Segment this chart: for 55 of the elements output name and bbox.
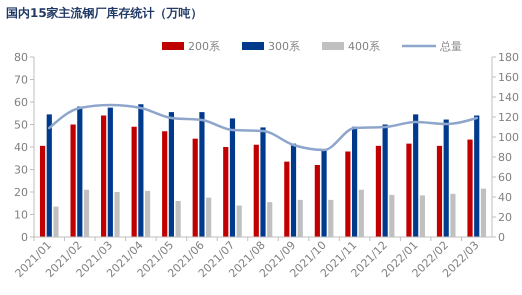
bar: [382, 124, 388, 237]
bar: [138, 104, 144, 237]
y2-tick-label: 120: [498, 110, 519, 124]
bar: [444, 120, 449, 237]
y2-tick-label: 20: [498, 210, 512, 224]
bar: [406, 144, 412, 237]
y-tick-label: 30: [14, 163, 28, 176]
y2-tick-label: 160: [498, 70, 519, 84]
bar: [101, 116, 106, 237]
bar: [376, 146, 382, 237]
bar: [223, 147, 228, 237]
bar: [46, 114, 52, 237]
bar: [436, 146, 442, 237]
bar: [345, 152, 350, 237]
bar: [40, 146, 46, 237]
y-tick-label: 10: [14, 208, 28, 222]
y-tick-label: 60: [14, 96, 28, 109]
bar: [474, 116, 480, 237]
bar: [162, 131, 168, 237]
bar: [168, 112, 174, 237]
bar: [413, 114, 418, 237]
y2-tick-label: 100: [498, 130, 519, 144]
bar: [108, 108, 113, 237]
y2-tick-label: 140: [498, 90, 519, 104]
y2-tick-label: 80: [498, 150, 512, 164]
bar: [321, 150, 327, 237]
bar: [467, 140, 473, 237]
bar: [260, 127, 266, 237]
bar: [70, 124, 76, 237]
bar: [254, 144, 259, 237]
chart-title: 国内15家主流钢厂库存统计（万吨）: [6, 6, 203, 20]
y2-tick-label: 40: [498, 190, 512, 204]
bar: [192, 138, 198, 237]
y-tick-label: 50: [14, 118, 28, 132]
bar: [284, 162, 290, 237]
line-series: [48, 104, 478, 152]
y-tick-label: 40: [14, 140, 28, 154]
y-tick-label: 0: [21, 230, 28, 244]
legend-label: 300系: [268, 40, 300, 53]
y2-tick-label: 60: [498, 170, 512, 184]
legend-label: 200系: [188, 40, 220, 53]
bar: [314, 165, 320, 237]
bar: [77, 106, 82, 237]
bar: [132, 126, 137, 237]
y-tick-label: 70: [14, 73, 28, 86]
legend-label: 总量: [439, 40, 462, 53]
y-tick-label: 80: [14, 50, 28, 64]
y2-tick-label: 0: [498, 230, 505, 244]
bar: [352, 126, 358, 237]
bar: [230, 118, 236, 237]
y-tick-label: 20: [14, 186, 28, 199]
bar: [199, 112, 205, 237]
legend-label: 400系: [348, 40, 380, 53]
y2-tick-label: 180: [498, 50, 519, 64]
bar: [290, 144, 296, 237]
